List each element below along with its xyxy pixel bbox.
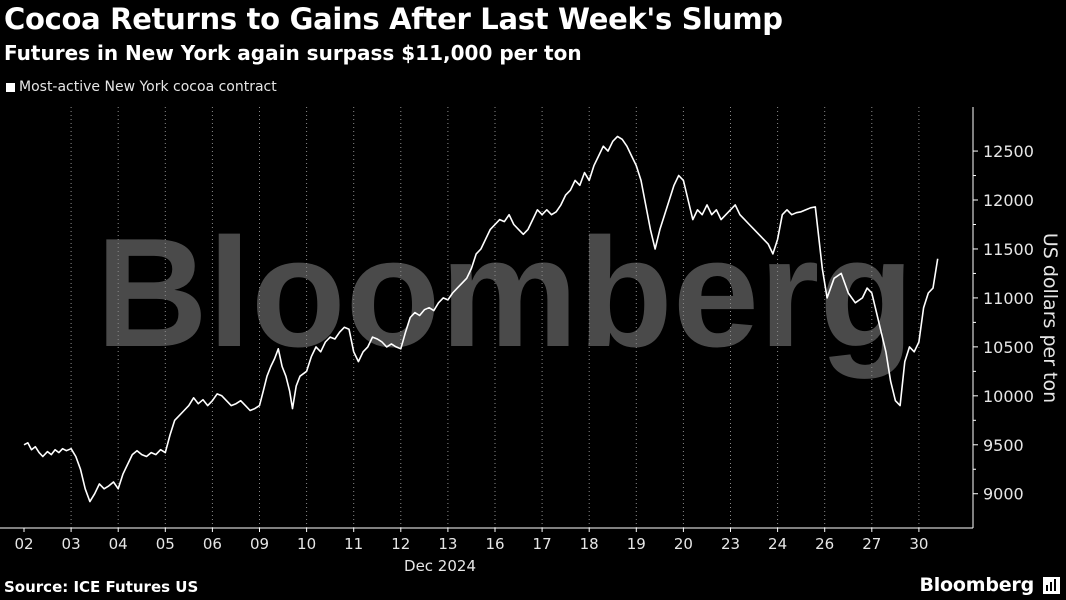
x-tick-label: 10 — [297, 535, 316, 553]
x-axis-ticks: 02 03 04 05 06 09 10 11 12 13 16 17 18 19 20 23 24 26 27 30 — [14, 528, 928, 553]
x-tick-label: 05 — [156, 535, 175, 553]
x-tick-label: 12 — [391, 535, 410, 553]
x-tick-label: 16 — [485, 535, 504, 553]
x-tick-label: 13 — [438, 535, 457, 553]
legend-swatch — [6, 82, 15, 92]
x-tick-label: 02 — [14, 535, 33, 553]
y-tick-label: 9500 — [983, 436, 1024, 455]
y-tick-label: 12500 — [983, 142, 1034, 161]
y-axis-label: US dollars per ton — [1039, 233, 1061, 403]
legend: Most-active New York cocoa contract — [6, 79, 277, 95]
x-tick-label: 18 — [580, 535, 599, 553]
y-tick-label: 10000 — [983, 387, 1034, 406]
brand-name: Bloomberg — [919, 574, 1034, 596]
x-tick-label: 11 — [344, 535, 363, 553]
x-tick-label: 03 — [62, 535, 81, 553]
x-tick-label: 09 — [250, 535, 269, 553]
x-axis-sublabel: Dec 2024 — [404, 557, 476, 575]
x-tick-label: 06 — [203, 535, 222, 553]
x-tick-label: 26 — [815, 535, 834, 553]
source-note: Source: ICE Futures US — [4, 578, 199, 596]
chart-title: Cocoa Returns to Gains After Last Week's… — [4, 2, 783, 36]
x-tick-label: 17 — [533, 535, 552, 553]
y-tick-label: 11000 — [983, 289, 1034, 308]
y-tick-label: 9000 — [983, 485, 1024, 504]
chart-subtitle: Futures in New York again surpass $11,00… — [4, 41, 582, 65]
x-tick-label: 30 — [909, 535, 928, 553]
x-tick-label: 27 — [862, 535, 881, 553]
y-tick-label: 12000 — [983, 191, 1034, 210]
legend-label: Most-active New York cocoa contract — [19, 79, 277, 95]
series-group — [23, 135, 939, 503]
series-line-cocoa — [23, 135, 939, 503]
y-tick-label: 11500 — [983, 240, 1034, 259]
x-tick-label: 24 — [768, 535, 787, 553]
axes — [0, 107, 974, 529]
x-tick-label: 20 — [674, 535, 693, 553]
y-axis-ticks: 9000 9500 10000 10500 11000 11500 12000 12500 — [973, 142, 1034, 504]
x-tick-label: 19 — [627, 535, 646, 553]
y-tick-label: 10500 — [983, 338, 1034, 357]
watermark: Bloomberg — [96, 206, 914, 379]
bar-chart-icon — [1043, 577, 1060, 594]
x-tick-label: 04 — [109, 535, 128, 553]
x-tick-label: 23 — [721, 535, 740, 553]
